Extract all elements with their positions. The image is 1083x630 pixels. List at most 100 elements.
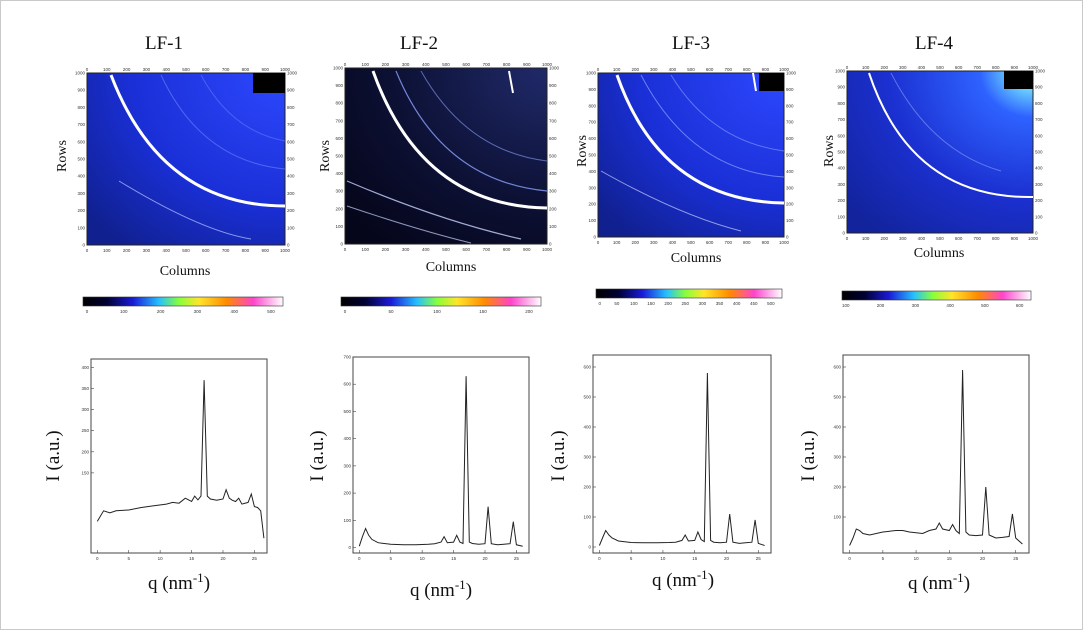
det-xtick-lf1: 400: [162, 248, 170, 253]
det-ytick-right-lf3: 0: [786, 235, 789, 240]
det-xtick-lf3: 800: [743, 240, 751, 245]
det-ytick-lf2: 800: [335, 101, 343, 106]
det-ytick-lf3: 300: [588, 185, 596, 190]
det-ytick-lf4: 200: [837, 198, 845, 203]
det-ytick-right-lf2: 300: [549, 189, 557, 194]
profile-xtick-lf2: 10: [420, 556, 426, 561]
profile-ytick-lf3: 300: [583, 455, 591, 460]
det-xtick-top-lf3: 700: [724, 67, 732, 72]
det-xtick-lf2: 100: [361, 247, 369, 252]
det-ytick-right-lf4: 600: [1035, 133, 1043, 138]
det-ytick-lf4: 100: [837, 214, 845, 219]
det-xtick-lf2: 900: [523, 247, 531, 252]
profile-ylabel-lf2: I (a.u.): [307, 430, 328, 481]
profile-xtick-lf4: 20: [980, 556, 986, 561]
profile-ylabel-lf3: I (a.u.): [548, 430, 569, 481]
colorbar-tick-lf3: 450: [750, 301, 758, 306]
profile-xtick-lf3: 15: [692, 556, 698, 561]
det-xtick-top-lf2: 300: [402, 62, 410, 67]
profile-ytick-lf2: 700: [343, 355, 351, 360]
profile-ylabel-lf4: I (a.u.): [798, 430, 819, 481]
profile-ytick-lf3: 500: [583, 395, 591, 400]
profile-xtick-lf2: 25: [514, 556, 520, 561]
det-xtick-lf2: 800: [503, 247, 511, 252]
det-ytick-right-lf1: 300: [287, 191, 295, 196]
profile-xtick-lf1: 20: [220, 556, 226, 561]
det-ytick-right-lf1: 700: [287, 122, 295, 127]
colorbar-lf4: [841, 290, 1032, 301]
detector-xlabel-lf4: Columns: [914, 246, 965, 261]
det-ytick-right-lf3: 800: [786, 103, 794, 108]
profile-ytick-lf1: 150: [81, 470, 89, 475]
det-ytick-right-lf1: 500: [287, 157, 295, 162]
profile-ytick-lf4: 500: [833, 395, 841, 400]
det-ytick-lf2: 600: [335, 136, 343, 141]
det-ytick-lf1: 900: [77, 88, 85, 93]
det-ytick-lf3: 900: [588, 87, 596, 92]
profile-xlabel-lf2: q (nm-1): [410, 577, 472, 601]
det-xtick-lf2: 500: [442, 247, 450, 252]
det-ytick-right-lf2: 700: [549, 118, 557, 123]
det-xtick-top-lf3: 0: [597, 67, 600, 72]
profile-xlabel-lf3: q (nm-1): [652, 567, 714, 591]
colorbar-lf1: [82, 296, 284, 307]
det-ytick-right-lf4: 300: [1035, 182, 1043, 187]
det-ytick-lf2: 1000: [333, 66, 344, 71]
profile-xtick-lf2: 5: [389, 556, 392, 561]
chart-marks: 0010010020020030030040040050050060060070…: [75, 62, 1046, 561]
det-ytick-right-lf2: 1000: [549, 66, 560, 71]
det-xtick-lf1: 0: [86, 248, 89, 253]
colorbar-tick-lf3: 300: [699, 301, 707, 306]
det-xtick-lf3: 100: [613, 240, 621, 245]
colorbar-tick-lf4: 100: [842, 303, 850, 308]
detector-ylabel-lf1: Rows: [55, 140, 70, 172]
profile-ytick-lf3: 100: [583, 515, 591, 520]
det-ytick-right-lf1: 600: [287, 139, 295, 144]
profile-ytick-lf2: 400: [343, 436, 351, 441]
det-xtick-top-lf4: 600: [955, 65, 963, 70]
profile-frame-lf3: [592, 354, 772, 554]
det-xtick-lf4: 0: [846, 236, 849, 241]
colorbar-tick-lf2: 100: [433, 309, 441, 314]
profile-xtick-lf1: 0: [96, 556, 99, 561]
det-ytick-right-lf4: 500: [1035, 150, 1043, 155]
colorbar-tick-lf1: 200: [157, 309, 165, 314]
det-ytick-lf2: 500: [335, 154, 343, 159]
det-xtick-lf4: 500: [936, 236, 944, 241]
det-xtick-top-lf1: 200: [123, 67, 131, 72]
profile-ylabel-lf1: I (a.u.): [43, 430, 64, 481]
det-ytick-right-lf3: 300: [786, 185, 794, 190]
profile-xtick-lf1: 15: [189, 556, 195, 561]
det-xtick-lf2: 700: [483, 247, 491, 252]
profile-xtick-lf3: 10: [660, 556, 666, 561]
colorbar-tick-lf3: 250: [682, 301, 690, 306]
det-xtick-top-lf2: 600: [462, 62, 470, 67]
det-ytick-lf1: 700: [77, 122, 85, 127]
det-ytick-lf4: 900: [837, 85, 845, 90]
det-ytick-lf2: 100: [335, 224, 343, 229]
det-xtick-lf1: 200: [123, 248, 131, 253]
det-ytick-lf1: 200: [77, 208, 85, 213]
profile-ytick-lf4: 400: [833, 425, 841, 430]
det-ytick-lf3: 500: [588, 153, 596, 158]
det-xtick-top-lf4: 300: [899, 65, 907, 70]
colorbar-tick-lf2: 150: [479, 309, 487, 314]
profile-xtick-lf3: 25: [756, 556, 762, 561]
det-xtick-lf3: 0: [597, 240, 600, 245]
det-xtick-lf1: 600: [202, 248, 210, 253]
det-xtick-lf4: 100: [862, 236, 870, 241]
det-xtick-top-lf3: 800: [743, 67, 751, 72]
det-xtick-top-lf1: 500: [182, 67, 190, 72]
det-xtick-lf2: 1000: [542, 247, 553, 252]
det-ytick-right-lf1: 0: [287, 243, 290, 248]
det-xtick-top-lf1: 700: [222, 67, 230, 72]
profile-xtick-lf3: 20: [724, 556, 730, 561]
colorbar-tick-lf1: 0: [86, 309, 89, 314]
profile-xtick-lf4: 10: [914, 556, 920, 561]
detector-xlabel-lf3: Columns: [671, 251, 722, 266]
profile-xtick-lf1: 10: [158, 556, 164, 561]
det-ytick-lf1: 300: [77, 191, 85, 196]
profile-xtick-lf4: 5: [882, 556, 885, 561]
det-xtick-top-lf3: 100: [613, 67, 621, 72]
